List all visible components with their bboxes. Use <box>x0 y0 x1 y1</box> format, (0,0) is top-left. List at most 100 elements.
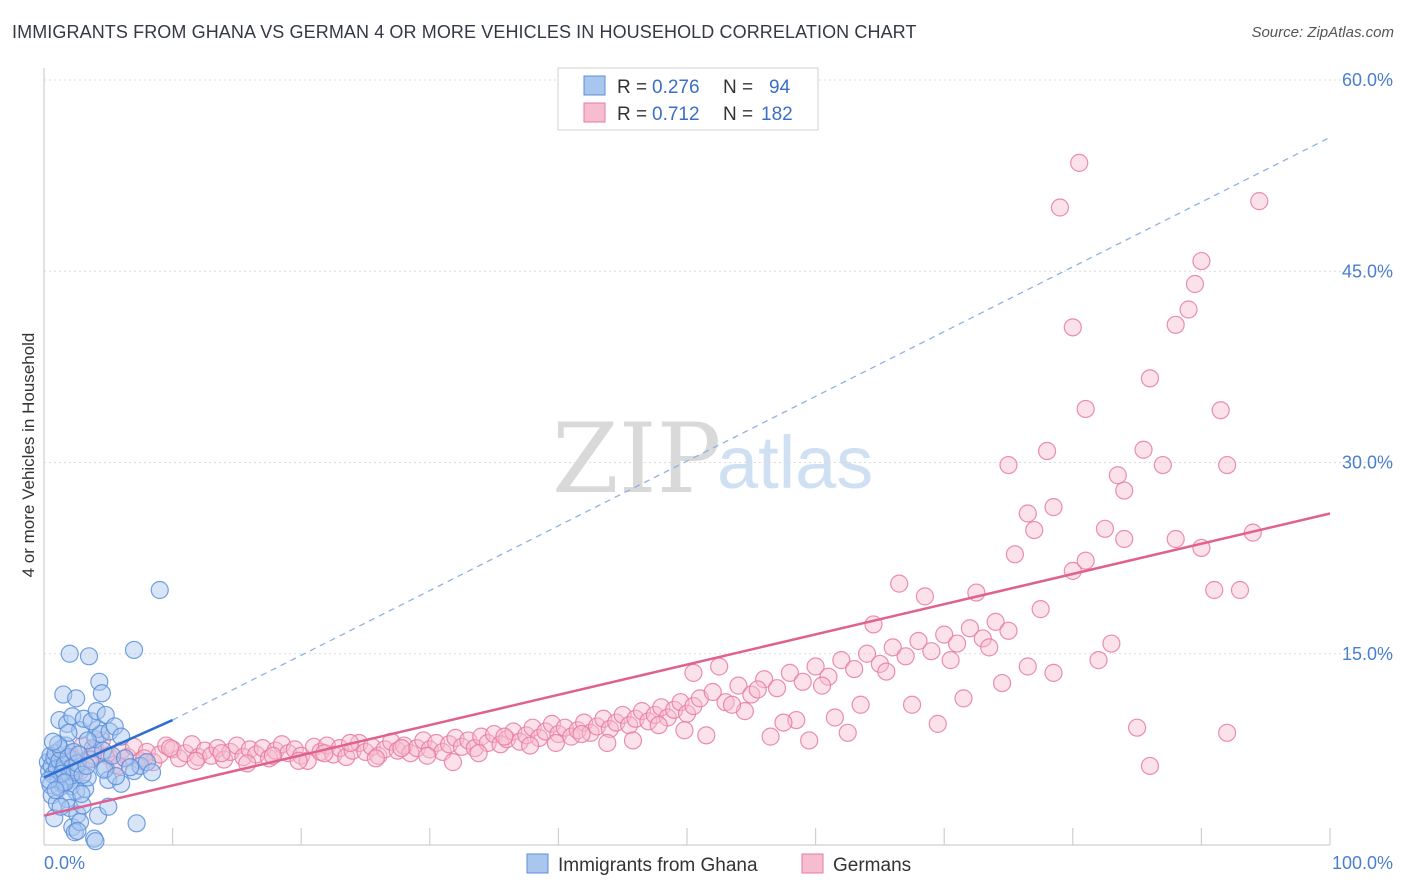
ghana-point <box>106 767 126 786</box>
ghana-point <box>121 758 140 777</box>
germans-point <box>1134 440 1153 459</box>
germans-point <box>1018 504 1037 523</box>
bottom-legend-swatch-ghana <box>526 853 549 874</box>
watermark-zip: ZIP <box>552 403 721 515</box>
germans-point <box>812 676 832 695</box>
ghana-point <box>137 753 156 772</box>
legend-bottom: Immigrants from Ghana Germans <box>526 853 911 876</box>
germans-point <box>427 733 446 753</box>
germans-point <box>1205 580 1224 600</box>
bottom-legend-swatch-germans <box>801 853 824 874</box>
germans-point <box>212 744 231 763</box>
germans-point <box>392 738 411 758</box>
x-tick-label-max: 100.0% <box>1332 853 1393 873</box>
germans-point <box>896 647 915 666</box>
germans-point <box>1044 663 1063 682</box>
ghana-point <box>86 832 105 851</box>
germans-point <box>598 733 617 753</box>
ghana-point <box>60 644 79 663</box>
ghana-point <box>59 723 78 742</box>
ghana-point <box>124 640 144 660</box>
germans-point <box>1127 718 1147 737</box>
y-tick-label: 15.0% <box>1342 644 1393 664</box>
y-tick-label: 45.0% <box>1342 261 1393 281</box>
germans-point <box>1192 251 1211 271</box>
ghana-point <box>72 784 91 804</box>
germans-point <box>722 695 742 714</box>
germans-point <box>774 713 793 732</box>
trend-lines <box>43 136 1331 817</box>
germans-point <box>1108 466 1127 485</box>
ghana-point <box>68 821 87 841</box>
germans-point <box>1179 300 1198 319</box>
germans-point <box>729 676 748 695</box>
germans-point <box>1218 723 1237 742</box>
y-axis-label: 4 or more Vehicles in Household <box>19 333 38 578</box>
legend-r-value-germans: 0.712 <box>652 104 700 125</box>
germans-point <box>1050 198 1070 217</box>
y-tick-labels: 15.0% 30.0% 45.0% 60.0% <box>1342 70 1393 664</box>
germans-point <box>546 733 565 753</box>
germans-point <box>999 621 1018 640</box>
y-tick-label: 30.0% <box>1342 453 1393 473</box>
germans-point <box>1005 545 1025 564</box>
chart-title: IMMIGRANTS FROM GHANA VS GERMAN 4 OR MOR… <box>12 22 917 42</box>
germans-point <box>478 733 497 753</box>
germans-point <box>521 736 540 755</box>
germans-point <box>748 680 767 699</box>
ghana-point <box>73 765 92 784</box>
germans-point <box>767 679 787 698</box>
germans-point <box>890 574 909 593</box>
germans-point <box>928 714 947 733</box>
germans-point <box>1025 520 1044 540</box>
ghana-point <box>64 742 83 762</box>
germans-point <box>980 638 999 657</box>
legend-swatch-ghana <box>583 75 606 96</box>
germans-point <box>1185 274 1205 294</box>
ghana-point <box>43 732 63 751</box>
germans-point <box>883 638 902 657</box>
ghana-point <box>95 760 114 779</box>
germans-point <box>973 629 992 648</box>
germans-point <box>1076 399 1095 419</box>
ghana-point <box>49 735 68 754</box>
germans-point <box>941 651 960 670</box>
ghana-trend-dashed <box>172 136 1331 721</box>
legend-n-value-ghana: 94 <box>769 77 791 98</box>
bottom-legend-label-germans: Germans <box>833 855 911 876</box>
legend-n-label-germans: N = <box>723 104 753 125</box>
x-ticks <box>172 828 1331 845</box>
ghana-point <box>115 749 135 768</box>
germans-point <box>761 727 780 746</box>
source-credit: Source: ZipAtlas.com <box>1251 24 1394 41</box>
germans-point <box>838 723 857 742</box>
germans-point <box>1037 441 1057 461</box>
gridlines <box>44 79 1393 655</box>
germans-point <box>999 455 1018 475</box>
germans-point <box>902 695 922 714</box>
germans-point <box>1018 657 1037 676</box>
ghana-point <box>78 768 97 787</box>
x-tick-label-min: 0.0% <box>44 853 85 873</box>
germans-point <box>703 682 722 702</box>
germans-point <box>909 631 928 651</box>
germans-point <box>418 746 437 765</box>
germans-point <box>1166 529 1185 549</box>
germans-point <box>960 619 980 638</box>
ghana-point <box>142 763 162 782</box>
germans-point <box>780 663 799 682</box>
germans-point <box>684 663 703 682</box>
ghana-point <box>105 717 124 736</box>
legend-r-value-ghana: 0.276 <box>652 77 700 98</box>
germans-point <box>1089 651 1108 670</box>
germans-point <box>851 695 870 714</box>
germans-point <box>1095 519 1115 538</box>
y-tick-label: 60.0% <box>1342 70 1393 90</box>
germans-point <box>1031 600 1050 619</box>
germans-point <box>825 708 844 727</box>
legend-r-label-ghana: R = <box>617 77 647 98</box>
bottom-legend-label-ghana: Immigrants from Ghana <box>558 855 758 876</box>
germans-point <box>160 738 180 758</box>
germans-point <box>1063 318 1082 337</box>
